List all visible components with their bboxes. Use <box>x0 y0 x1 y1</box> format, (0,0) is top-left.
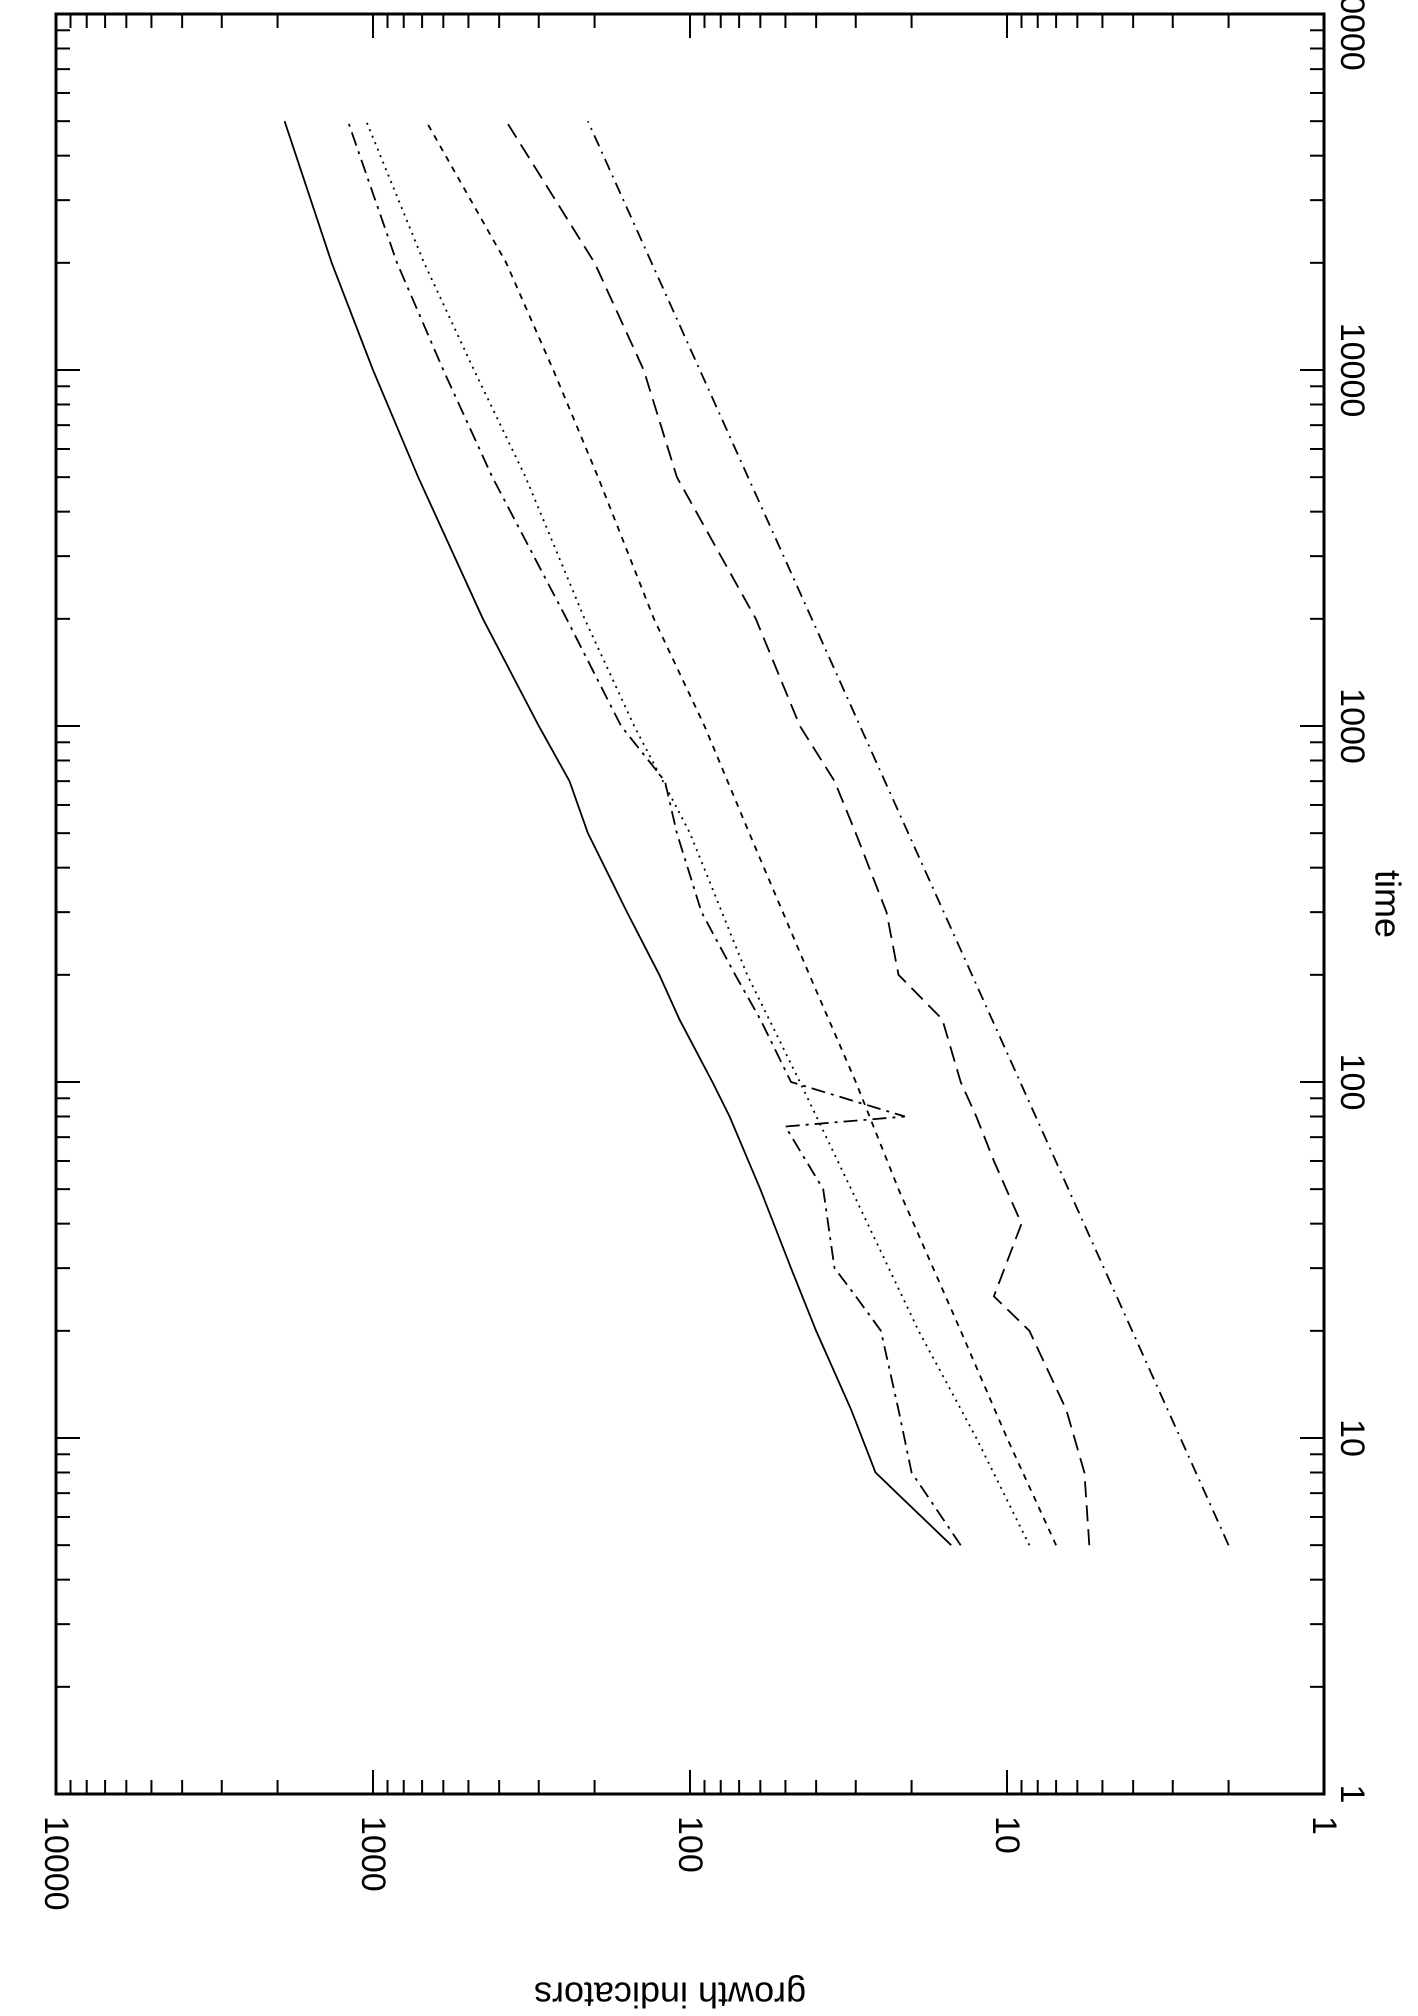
series-line-1 <box>283 120 952 1546</box>
y-tick-label: 1 <box>1305 1816 1343 1835</box>
series-line-5 <box>505 120 1091 1546</box>
series-lines <box>283 120 1230 1546</box>
y-tick-label: 1000 <box>354 1816 392 1892</box>
x-axis-label: time <box>1368 870 1409 938</box>
y-tick-label: 10 <box>988 1816 1026 1854</box>
y-tick-label: 10000 <box>37 1816 75 1911</box>
series-line-2 <box>347 120 962 1546</box>
series-line-4 <box>425 120 1057 1546</box>
y-axis-label: growth indicators <box>534 1975 806 2016</box>
x-tick-label: 10 <box>1333 1419 1371 1457</box>
series-line-6 <box>587 120 1230 1546</box>
x-tick-label: 10000 <box>1333 323 1371 418</box>
y-tick-label: 100 <box>671 1816 709 1873</box>
x-tick-label: 1 <box>1333 1785 1371 1804</box>
plot-frame <box>54 12 1326 1796</box>
series-line-3 <box>365 120 1031 1546</box>
x-tick-label: 100 <box>1333 1054 1371 1111</box>
x-tick-label: 100000 <box>1333 0 1371 71</box>
x-tick-label: 1000 <box>1333 688 1371 764</box>
tick-labels: 1 10 100 1000 10000 100000 1 10 100 1000 10000 <box>37 0 1371 1911</box>
tick-marks <box>56 14 1325 1795</box>
